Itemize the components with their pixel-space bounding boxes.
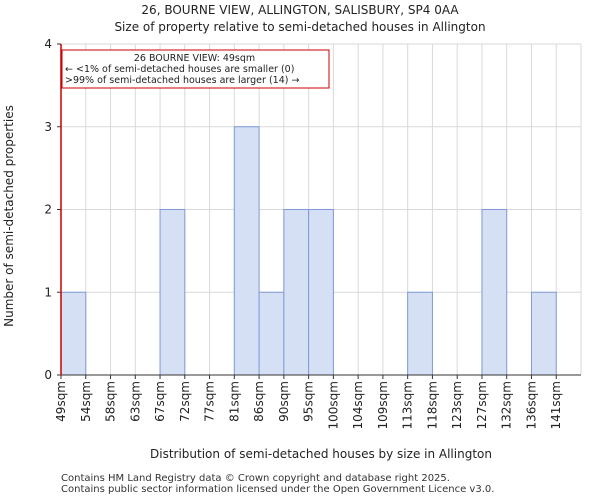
x-tick-label: 95sqm <box>302 381 316 422</box>
y-axis-ticks: 0 1 2 3 4 <box>44 37 61 382</box>
y-tick-label: 1 <box>44 285 52 299</box>
x-tick-label: 132sqm <box>500 381 514 429</box>
y-axis-label: Number of semi-detached properties <box>2 105 16 327</box>
footer-copyright: Contains HM Land Registry data © Crown c… <box>61 473 450 484</box>
x-tick-label: 90sqm <box>277 381 291 422</box>
annotation-line-1: 26 BOURNE VIEW: 49sqm <box>134 53 255 64</box>
x-axis-label: Distribution of semi-detached houses by … <box>150 447 492 461</box>
bar-113sqm <box>407 291 433 376</box>
x-tick-label: 127sqm <box>475 381 489 429</box>
x-tick-label: 104sqm <box>351 381 365 429</box>
annotation-line-3: >99% of semi-detached houses are larger … <box>65 75 299 86</box>
bars-group <box>60 126 557 376</box>
bar-127sqm <box>481 209 508 376</box>
x-tick-label: 63sqm <box>128 381 142 422</box>
y-tick-label: 4 <box>44 37 52 51</box>
x-tick-label: 58sqm <box>104 381 118 422</box>
x-tick-label: 54sqm <box>79 381 93 422</box>
annotation-line-2: ← <1% of semi-detached houses are smalle… <box>65 64 294 75</box>
x-tick-label: 113sqm <box>401 381 415 429</box>
x-tick-label: 77sqm <box>203 381 217 422</box>
x-tick-label: 72sqm <box>178 381 192 422</box>
chart-title: 26, BOURNE VIEW, ALLINGTON, SALISBURY, S… <box>141 3 459 17</box>
x-tick-label: 136sqm <box>524 381 538 429</box>
x-axis-ticks: 49sqm 54sqm 58sqm 63sqm 67sqm 72sqm 77sqm 81sqm… <box>54 375 563 429</box>
bar-90sqm <box>283 209 310 376</box>
chart-subtitle: Size of property relative to semi-detach… <box>114 20 485 34</box>
x-tick-label: 118sqm <box>425 381 439 429</box>
bar-81sqm <box>233 126 260 376</box>
footer-licence: Contains public sector information licen… <box>61 484 495 495</box>
annotation-box <box>61 49 330 89</box>
x-tick-label: 81sqm <box>227 381 241 422</box>
bar-67sqm <box>159 209 186 376</box>
y-tick-label: 3 <box>44 120 52 134</box>
y-tick-label: 0 <box>44 368 52 382</box>
x-tick-label: 100sqm <box>326 381 340 429</box>
x-tick-label: 141sqm <box>549 381 563 429</box>
x-tick-label: 67sqm <box>153 381 167 422</box>
bar-95sqm <box>308 209 334 376</box>
bar-136sqm <box>530 291 557 376</box>
x-tick-label: 109sqm <box>376 381 390 429</box>
x-tick-label: 49sqm <box>54 381 68 422</box>
bar-86sqm <box>258 291 285 376</box>
y-tick-label: 2 <box>44 203 52 217</box>
bar-49sqm <box>60 291 87 376</box>
x-tick-label: 123sqm <box>450 381 464 429</box>
x-tick-label: 86sqm <box>252 381 266 422</box>
property-marker: 26 BOURNE VIEW: 49sqm← <1% of semi-detac… <box>60 44 330 375</box>
